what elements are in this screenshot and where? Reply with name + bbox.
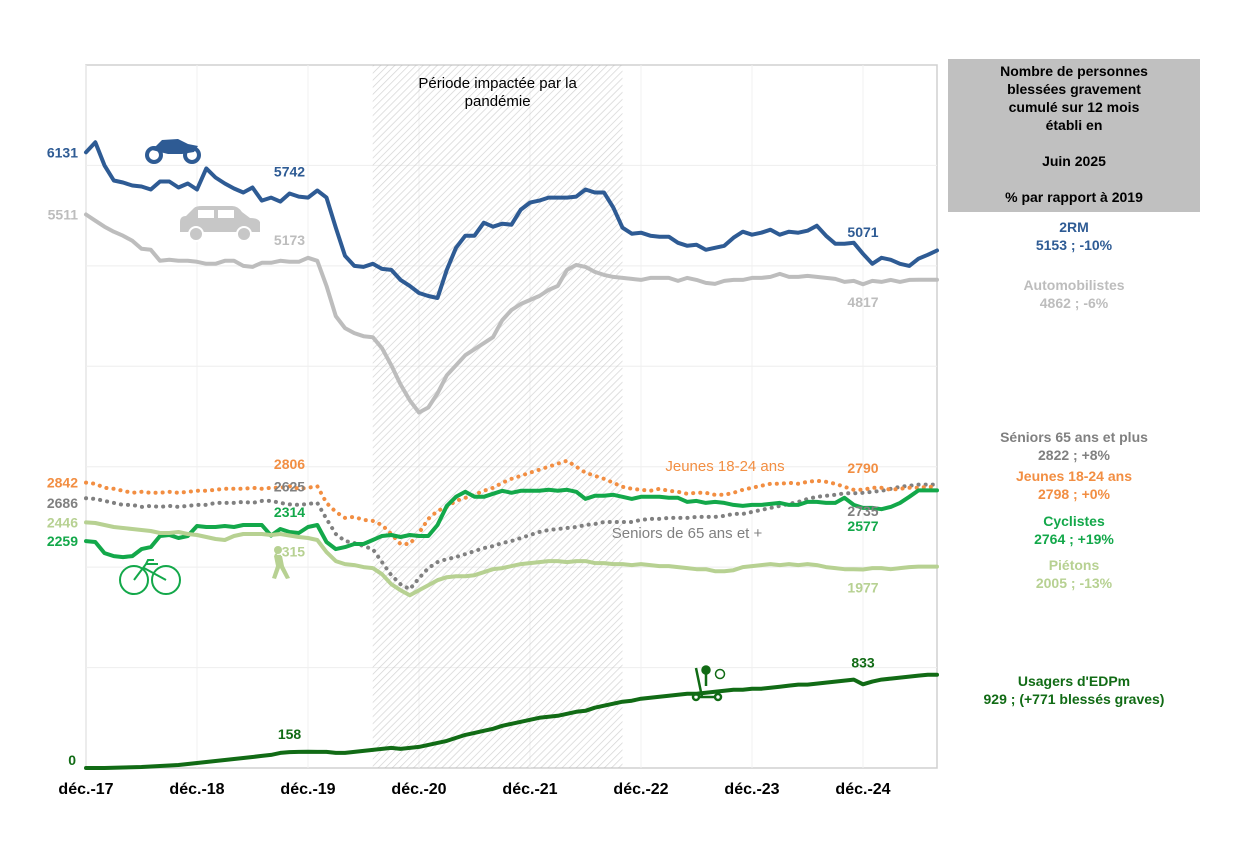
- legend-value: 929 ; (+771 blessés graves): [983, 691, 1165, 707]
- legend-value: 2764 ; +19%: [1034, 531, 1114, 547]
- value-label: 2315: [274, 544, 305, 560]
- legend-automobilistes: Automobilistes 4862 ; -6%: [948, 276, 1200, 312]
- x-tick-label: déc.-17: [58, 781, 113, 798]
- value-label: 1977: [847, 579, 878, 595]
- series-label-seniors: Seniors de 65 ans et +: [612, 525, 763, 542]
- legend-name: Usagers d'EDPm: [1017, 673, 1131, 689]
- car-icon: [180, 206, 260, 242]
- legend-value: 4862 ; -6%: [1039, 295, 1109, 311]
- x-tick-label: déc.-23: [724, 781, 779, 798]
- x-tick-label: déc.-24: [835, 781, 890, 798]
- value-label: 2446: [47, 514, 78, 530]
- value-label: 833: [851, 654, 875, 670]
- legend-name: Piétons: [1048, 557, 1100, 573]
- x-tick-label: déc.-19: [280, 781, 335, 798]
- value-label: 2259: [47, 533, 78, 549]
- value-label: 2842: [47, 475, 78, 491]
- legend-name: Cyclistes: [1043, 513, 1105, 529]
- x-tick-label: déc.-22: [613, 781, 668, 798]
- value-label: 2806: [274, 456, 305, 472]
- value-label: 5742: [274, 164, 305, 180]
- value-label: 5511: [48, 207, 79, 223]
- series-line-cyclistes: [84, 487, 939, 560]
- pandemic-shaded-area: [372, 65, 623, 768]
- x-tick-label: déc.-20: [391, 781, 446, 798]
- pandemic-label-line2: pandémie: [465, 93, 531, 110]
- legend-jeunes: Jeunes 18-24 ans 2798 ; +0%: [948, 467, 1200, 503]
- legend-cyclistes: Cyclistes 2764 ; +19%: [948, 512, 1200, 548]
- legend-name: Séniors 65 ans et plus: [1000, 429, 1148, 445]
- legend-value: 2005 ; -13%: [1035, 575, 1113, 591]
- motorcycle-icon: [145, 139, 201, 164]
- pedestrian-icon: [272, 546, 290, 579]
- value-label: 2625: [274, 478, 305, 494]
- panel-date: Juin 2025: [1042, 153, 1106, 169]
- legend-value: 5153 ; -10%: [1035, 237, 1113, 253]
- x-tick-label: déc.-18: [169, 781, 224, 798]
- panel-line4: établi en: [1045, 117, 1103, 133]
- series-line-edpm: [84, 672, 939, 770]
- legend-pietons: Piétons 2005 ; -13%: [948, 556, 1200, 592]
- value-label: 6131: [47, 144, 78, 160]
- legend-name: Automobilistes: [1023, 277, 1125, 293]
- value-label: 0: [68, 752, 76, 768]
- panel-comparison: % par rapport à 2019: [1005, 189, 1143, 205]
- panel-line3: cumulé sur 12 mois: [1008, 99, 1140, 115]
- legend-seniors: Séniors 65 ans et plus 2822 ; +8%: [948, 428, 1200, 464]
- series-line-pietons: [84, 520, 939, 598]
- legend-value: 2822 ; +8%: [1038, 447, 1110, 463]
- value-label: 2790: [847, 460, 878, 476]
- legend-2rm: 2RM 5153 ; -10%: [948, 218, 1200, 254]
- scooter-icon: [691, 665, 726, 702]
- value-label: 5173: [274, 232, 305, 248]
- legend-name: 2RM: [1059, 219, 1089, 235]
- value-label: 4817: [847, 294, 878, 310]
- series-line-jeunes: [84, 458, 939, 546]
- series-label-jeunes: Jeunes 18-24 ans: [665, 458, 784, 475]
- legend-value: 2798 ; +0%: [1038, 486, 1110, 502]
- value-label: 2735: [847, 503, 878, 519]
- x-tick-label: déc.-21: [502, 781, 557, 798]
- value-label: 2314: [274, 504, 305, 520]
- panel-line2: blessées gravement: [1007, 81, 1141, 97]
- panel-line1: Nombre de personnes: [1000, 63, 1148, 79]
- pandemic-label: Période impactée par la: [418, 75, 577, 92]
- series-line-seniors: [84, 482, 939, 592]
- legend-name: Jeunes 18-24 ans: [1016, 468, 1132, 484]
- value-label: 158: [278, 726, 302, 742]
- legend-edpm: Usagers d'EDPm 929 ; (+771 blessés grave…: [948, 672, 1200, 708]
- value-label: 2577: [847, 518, 878, 534]
- series-line-deuxroues: [84, 140, 939, 300]
- value-label: 5071: [847, 224, 878, 240]
- info-panel: Nombre de personnes blessées gravement c…: [948, 59, 1200, 212]
- bicycle-icon: [119, 559, 181, 595]
- series-line-auto: [84, 212, 939, 415]
- value-label: 2686: [47, 495, 78, 511]
